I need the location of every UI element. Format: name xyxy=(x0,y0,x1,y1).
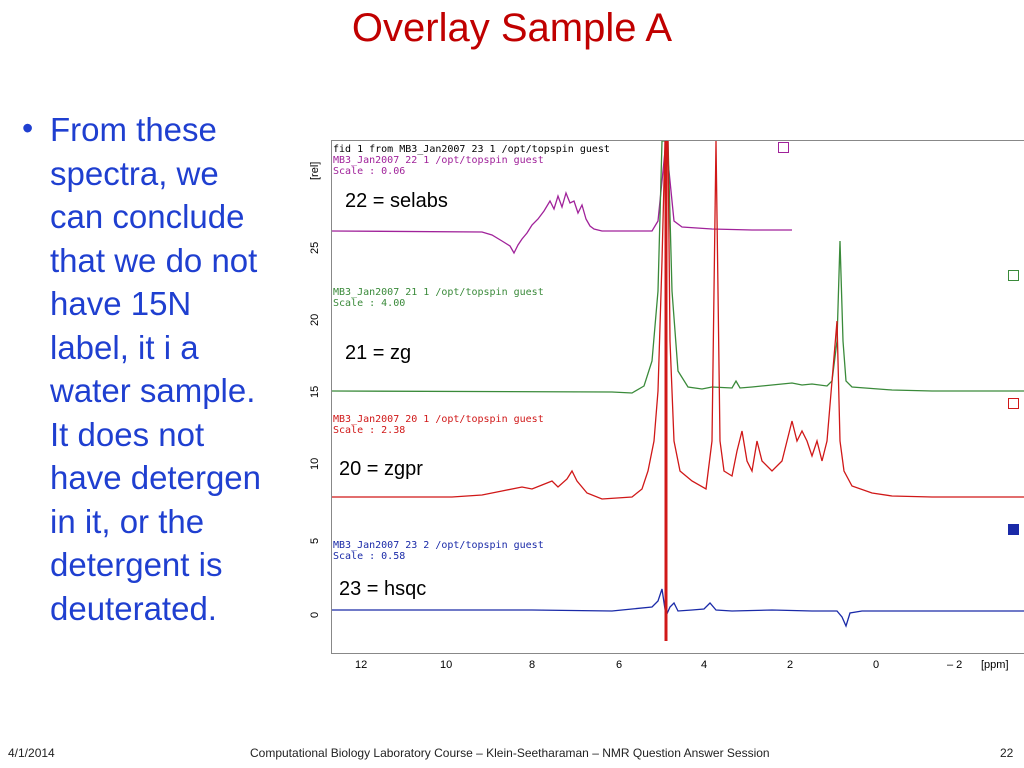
x-tick: 12 xyxy=(355,659,368,671)
trace-scale: Scale : 0.58 xyxy=(333,551,406,562)
x-tick: 4 xyxy=(701,659,708,671)
y-axis-unit: [rel] xyxy=(309,161,321,180)
bullet-line: have detergen xyxy=(50,459,262,496)
x-axis-unit: [ppm] xyxy=(981,659,1009,671)
footer-page-number: 22 xyxy=(1000,746,1014,760)
trace-scale: Scale : 4.00 xyxy=(333,298,406,309)
bullet-line: deuterated. xyxy=(50,589,217,627)
y-tick: 25 xyxy=(309,241,321,254)
x-tick: 6 xyxy=(616,659,623,671)
trace-label: 20 = zgpr xyxy=(337,458,425,481)
slide-title: Overlay Sample A xyxy=(351,6,673,50)
trace-zg xyxy=(331,140,1024,394)
y-tick: 0 xyxy=(309,611,321,618)
bullet-line: water sample. xyxy=(50,372,256,409)
y-tick: 5 xyxy=(309,537,321,544)
bullet-line: detergent is xyxy=(50,546,223,583)
spectrum-plot-area xyxy=(331,140,1024,654)
trace-label: 21 = zg xyxy=(343,342,414,365)
trace-marker-icon[interactable] xyxy=(1008,524,1019,535)
bullet-line: From these xyxy=(50,111,217,148)
trace-scale: Scale : 0.06 xyxy=(333,166,406,177)
footer-course: Computational Biology Laboratory Course … xyxy=(250,746,770,760)
bullet-dot-icon: • xyxy=(22,110,34,146)
bullet-line: spectra, we xyxy=(50,154,219,192)
trace-header: MB3_Jan2007 22 1 /opt/topspin guest xyxy=(333,155,544,166)
trace-marker-icon[interactable] xyxy=(1008,398,1019,409)
trace-header: MB3_Jan2007 20 1 /opt/topspin guest xyxy=(333,414,544,425)
spectrum-traces xyxy=(331,140,1024,641)
x-tick: 2 xyxy=(787,659,794,671)
x-tick: – 2 xyxy=(947,659,963,671)
trace-scale: Scale : 2.38 xyxy=(333,425,406,436)
trace-label: 22 = selabs xyxy=(343,190,450,213)
x-tick: 10 xyxy=(440,659,453,671)
y-tick: 10 xyxy=(309,457,321,470)
x-tick: 0 xyxy=(873,659,880,671)
bullet-text: From these spectra, we can conclude that… xyxy=(50,108,307,630)
bullet-line: that we do not xyxy=(50,241,258,279)
trace-marker-icon[interactable] xyxy=(778,142,789,153)
trace-label: 23 = hsqc xyxy=(337,578,429,601)
bullet-point: • From these spectra, we can conclude th… xyxy=(22,108,307,630)
trace-header: MB3_Jan2007 21 1 /opt/topspin guest xyxy=(333,287,544,298)
y-tick: 15 xyxy=(309,385,321,398)
bullet-line: It does not xyxy=(50,415,205,453)
bullet-line: label, it i a xyxy=(50,328,199,366)
trace-marker-icon[interactable] xyxy=(1008,270,1019,281)
trace-header: MB3_Jan2007 23 2 /opt/topspin guest xyxy=(333,540,544,551)
footer-date: 4/1/2014 xyxy=(8,746,55,760)
spectrum-header: fid 1 from MB3_Jan2007 23 1 /opt/topspin… xyxy=(333,144,610,155)
nmr-spectrum-overlay: fid 1 from MB3_Jan2007 23 1 /opt/topspin… xyxy=(303,140,1024,680)
trace-zgpr xyxy=(332,140,1024,500)
x-tick: 8 xyxy=(529,659,536,671)
bullet-line: can conclude xyxy=(50,198,245,235)
y-tick: 20 xyxy=(309,313,321,326)
bullet-line: in it, or the xyxy=(50,502,205,540)
bullet-line: have 15N xyxy=(50,285,192,322)
trace-hsqc xyxy=(332,588,1024,628)
